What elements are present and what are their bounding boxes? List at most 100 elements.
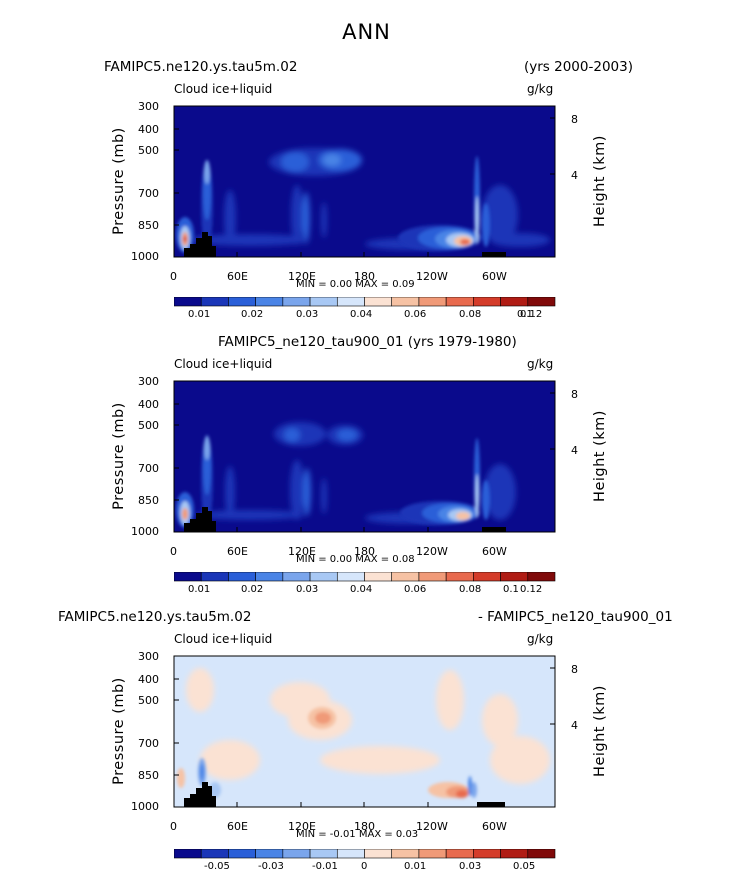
panel2-xtick: 120W: [416, 545, 448, 558]
panel2-ytick: 700: [138, 462, 159, 475]
colorbar-swatch: [391, 849, 420, 859]
panel3-xtick: 60W: [482, 820, 507, 833]
panel2-topography-andes: [482, 527, 506, 532]
panel2-xtick: 60E: [227, 545, 248, 558]
panel2-xtick: 60W: [482, 545, 507, 558]
colorbar-swatch: [500, 849, 529, 859]
panel3-topography-africa: [184, 782, 216, 807]
panel3-ytick: 700: [138, 737, 159, 750]
panel3-xtick: 180: [354, 820, 375, 833]
panel1-xtick: 120E: [288, 270, 316, 283]
colorbar-swatch: [255, 849, 284, 859]
colorbar-swatch: [228, 849, 256, 859]
panel1-colorbar-label: 0.06: [404, 309, 427, 320]
panel2-colorbar-label: 0.06: [404, 584, 427, 595]
panel2-height-tick: 4: [571, 444, 578, 457]
panel2-sepacific-max: [456, 512, 470, 520]
panel2-colorbar-label: 0.12: [520, 584, 543, 595]
panel3-contour-field: [174, 656, 555, 807]
panel2-colorbar: [174, 572, 556, 582]
panel3-colorbar-label: 0.05: [513, 861, 536, 872]
panel3-y2label: Height (km): [592, 685, 608, 777]
panel3-minus-run: - FAMIPC5_ne120_tau900_01: [478, 609, 673, 625]
panel2-colorbar-label: 0.01: [188, 584, 211, 595]
panel1-topography-andes: [482, 252, 506, 257]
panel1-ytick: 850: [138, 219, 159, 232]
page-title: ANN: [342, 20, 391, 44]
panel3-xtick: 120E: [288, 820, 316, 833]
panel1-units: g/kg: [527, 82, 554, 96]
panel1-stats: MIN = 0.00 MAX = 0.09: [296, 279, 415, 290]
colorbar-swatch: [282, 849, 311, 859]
colorbar-swatch: [364, 849, 393, 859]
panel3-colorbar: [174, 849, 556, 859]
panel1-colorbar-label: 0.03: [296, 309, 319, 320]
panel2-units: g/kg: [527, 357, 554, 371]
panel3-xtick: 60E: [227, 820, 248, 833]
panel2-colorbar-label: 0.02: [241, 584, 264, 595]
panel1-colorbar-label: 0.01: [188, 309, 211, 320]
panel3-height-tick: 8: [571, 663, 578, 676]
panel3-axis-ticks: [173, 655, 555, 808]
panel1-ytick: 1000: [131, 250, 159, 263]
panel2-stats: MIN = 0.00 MAX = 0.08: [296, 554, 415, 565]
panel1-contour-field: [174, 106, 555, 257]
panel2-ytick: 1000: [131, 525, 159, 538]
panel2-contour-field: [174, 381, 555, 532]
panel2-ytick: 500: [138, 419, 159, 432]
colorbar-swatch: [309, 849, 338, 859]
panel3-ylabel: Pressure (mb): [111, 677, 127, 785]
panel1-xtick: 60E: [227, 270, 248, 283]
colorbar-swatch: [527, 849, 556, 859]
panel2-ytick: 300: [138, 375, 159, 388]
panel1-xtick: 180: [354, 270, 375, 283]
panel2-ytick: 850: [138, 494, 159, 507]
panel1-height-tick: 4: [571, 169, 578, 182]
panel1-colorbar-label: 0.02: [241, 309, 264, 320]
panel1-colorbar-label: 0.1: [517, 309, 533, 320]
panel1-ytick: 400: [138, 123, 159, 136]
panel1-run-name: FAMIPC5.ne120.ys.tau5m.02: [104, 59, 298, 75]
colorbar-swatch: [527, 297, 556, 307]
panel3-variable: Cloud ice+liquid: [174, 632, 273, 646]
colorbar-swatch: [445, 849, 474, 859]
panel1-ytick: 300: [138, 100, 159, 113]
panel3-colorbar-label: -0.05: [204, 861, 230, 872]
panel1-axis-ticks: [173, 105, 555, 258]
colorbar-swatch: [473, 849, 501, 859]
colorbar-swatch: [418, 849, 447, 859]
panel2-run-name: FAMIPC5_ne120_tau900_01 (yrs 1979-1980): [218, 334, 517, 350]
panel3-colorbar-label: 0.03: [459, 861, 482, 872]
panel3-xtick: 0: [170, 820, 177, 833]
panel1-xtick: 60W: [482, 270, 507, 283]
colorbar-swatch: [527, 572, 556, 582]
panel1-colorbar: [174, 297, 556, 307]
panel2-variable: Cloud ice+liquid: [174, 357, 273, 371]
panel2-xtick: 180: [354, 545, 375, 558]
panel1-height-tick: 8: [571, 113, 578, 126]
panel3-colorbar-label: -0.01: [312, 861, 338, 872]
panel1-ytick: 500: [138, 144, 159, 157]
panel2-axis-ticks: [173, 380, 555, 533]
panel1-topography-africa: [184, 232, 216, 257]
panel3-ytick: 1000: [131, 800, 159, 813]
panel2-topography-africa: [184, 507, 216, 532]
panel3-units: g/kg: [527, 632, 554, 646]
panel2-africa-max: [182, 508, 188, 520]
panel3-xtick: 120W: [416, 820, 448, 833]
panel2-colorbar-label: 0.08: [459, 584, 482, 595]
panel3-ytick: 400: [138, 673, 159, 686]
panel3-ytick: 300: [138, 650, 159, 663]
panel1-colorbar-label: 0.08: [459, 309, 482, 320]
panel1-colorbar-label: 0.12: [520, 309, 543, 320]
panel3-colorbar-label: 0: [361, 861, 368, 872]
panel2-ytick: 400: [138, 398, 159, 411]
panel2-xtick: 120E: [288, 545, 316, 558]
colorbar-swatch: [336, 849, 365, 859]
panel2-colorbar-label: 0.04: [350, 584, 373, 595]
panel2-colorbar-label: 0.03: [296, 584, 319, 595]
panel2-xtick: 0: [170, 545, 177, 558]
